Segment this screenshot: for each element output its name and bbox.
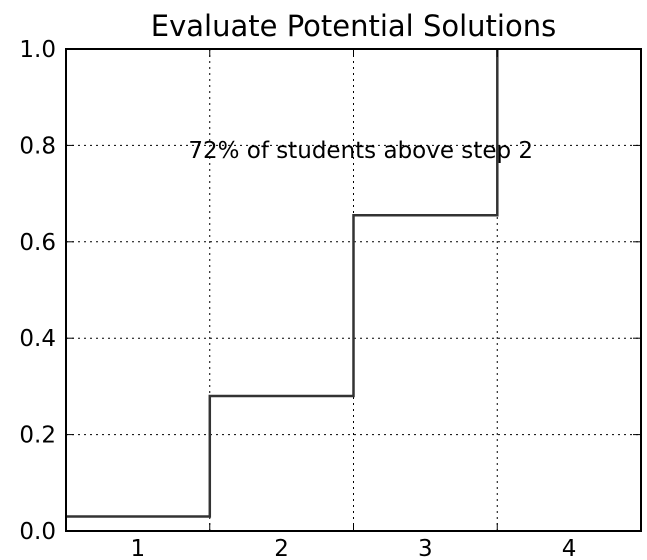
x-tick-label: 3 (418, 536, 433, 560)
y-tick-label: 0.6 (19, 230, 56, 256)
step-series (66, 49, 499, 518)
y-tick-label: 1.0 (19, 37, 56, 63)
y-tick-label: 0.4 (19, 326, 56, 352)
chart-title: Evaluate Potential Solutions (151, 9, 556, 43)
ticks: 0.0 0.2 0.4 0.6 0.8 1.0 1 2 3 4 (19, 37, 641, 560)
y-tick-label: 0.2 (19, 423, 56, 449)
x-tick-label: 1 (131, 536, 146, 560)
y-tick-label: 0.0 (19, 519, 56, 545)
annotation-label: 72% of students above step 2 (188, 138, 533, 164)
step-line (66, 49, 499, 518)
x-tick-label: 2 (274, 536, 289, 560)
x-tick-label: 4 (562, 536, 577, 560)
y-tick-label: 0.8 (19, 133, 56, 159)
